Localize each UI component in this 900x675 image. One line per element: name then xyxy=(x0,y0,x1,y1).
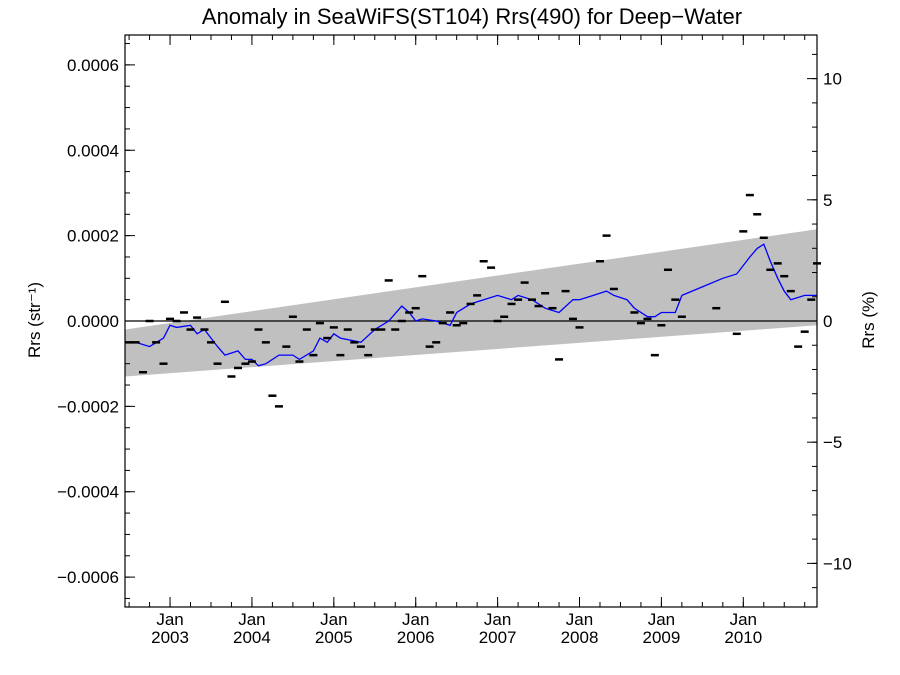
x-tick-year-label: 2008 xyxy=(561,628,599,647)
y-left-tick-label: 0.0006 xyxy=(67,56,119,75)
x-tick-year-label: 2007 xyxy=(479,628,517,647)
chart-title: Anomaly in SeaWiFS(ST104) Rrs(490) for D… xyxy=(202,4,742,29)
y-right-tick-label: 0 xyxy=(823,312,832,331)
x-tick-year-label: 2009 xyxy=(642,628,680,647)
y-right-tick-label: 5 xyxy=(823,191,832,210)
x-tick-year-label: 2004 xyxy=(233,628,271,647)
x-tick-year-label: 2003 xyxy=(151,628,189,647)
y-left-tick-label: 0.0000 xyxy=(67,312,119,331)
x-tick-year-label: 2005 xyxy=(315,628,353,647)
y-right-tick-label: −10 xyxy=(823,554,852,573)
running-mean-layer xyxy=(125,243,817,367)
y-axis-right-label: Rrs (%) xyxy=(859,291,878,349)
x-tick-month-label: Jan xyxy=(402,610,429,629)
x-tick-month-label: Jan xyxy=(730,610,757,629)
anomaly-markers-layer xyxy=(125,193,821,408)
x-tick-month-label: Jan xyxy=(566,610,593,629)
x-tick-month-label: Jan xyxy=(320,610,347,629)
x-tick-year-label: 2010 xyxy=(724,628,762,647)
running-mean-line xyxy=(125,243,817,367)
x-tick-month-label: Jan xyxy=(484,610,511,629)
y-right-tick-label: −5 xyxy=(823,433,842,452)
y-left-tick-label: −0.0004 xyxy=(57,483,119,502)
x-tick-month-label: Jan xyxy=(648,610,675,629)
y-axis-left-label: Rrs (str⁻¹) xyxy=(25,282,44,358)
y-left-tick-label: 0.0004 xyxy=(67,141,119,160)
ticks-layer: −0.0006 −0.0004 −0.0002 0.0000 0.0002 0.0004 0… xyxy=(57,35,852,647)
y-left-tick-label: −0.0002 xyxy=(57,397,119,416)
x-tick-year-label: 2006 xyxy=(397,628,435,647)
x-tick-month-label: Jan xyxy=(238,610,265,629)
y-left-tick-label: −0.0006 xyxy=(57,568,119,587)
x-tick-month-label: Jan xyxy=(156,610,183,629)
y-left-tick-label: 0.0002 xyxy=(67,227,119,246)
y-right-tick-label: 10 xyxy=(823,70,842,89)
